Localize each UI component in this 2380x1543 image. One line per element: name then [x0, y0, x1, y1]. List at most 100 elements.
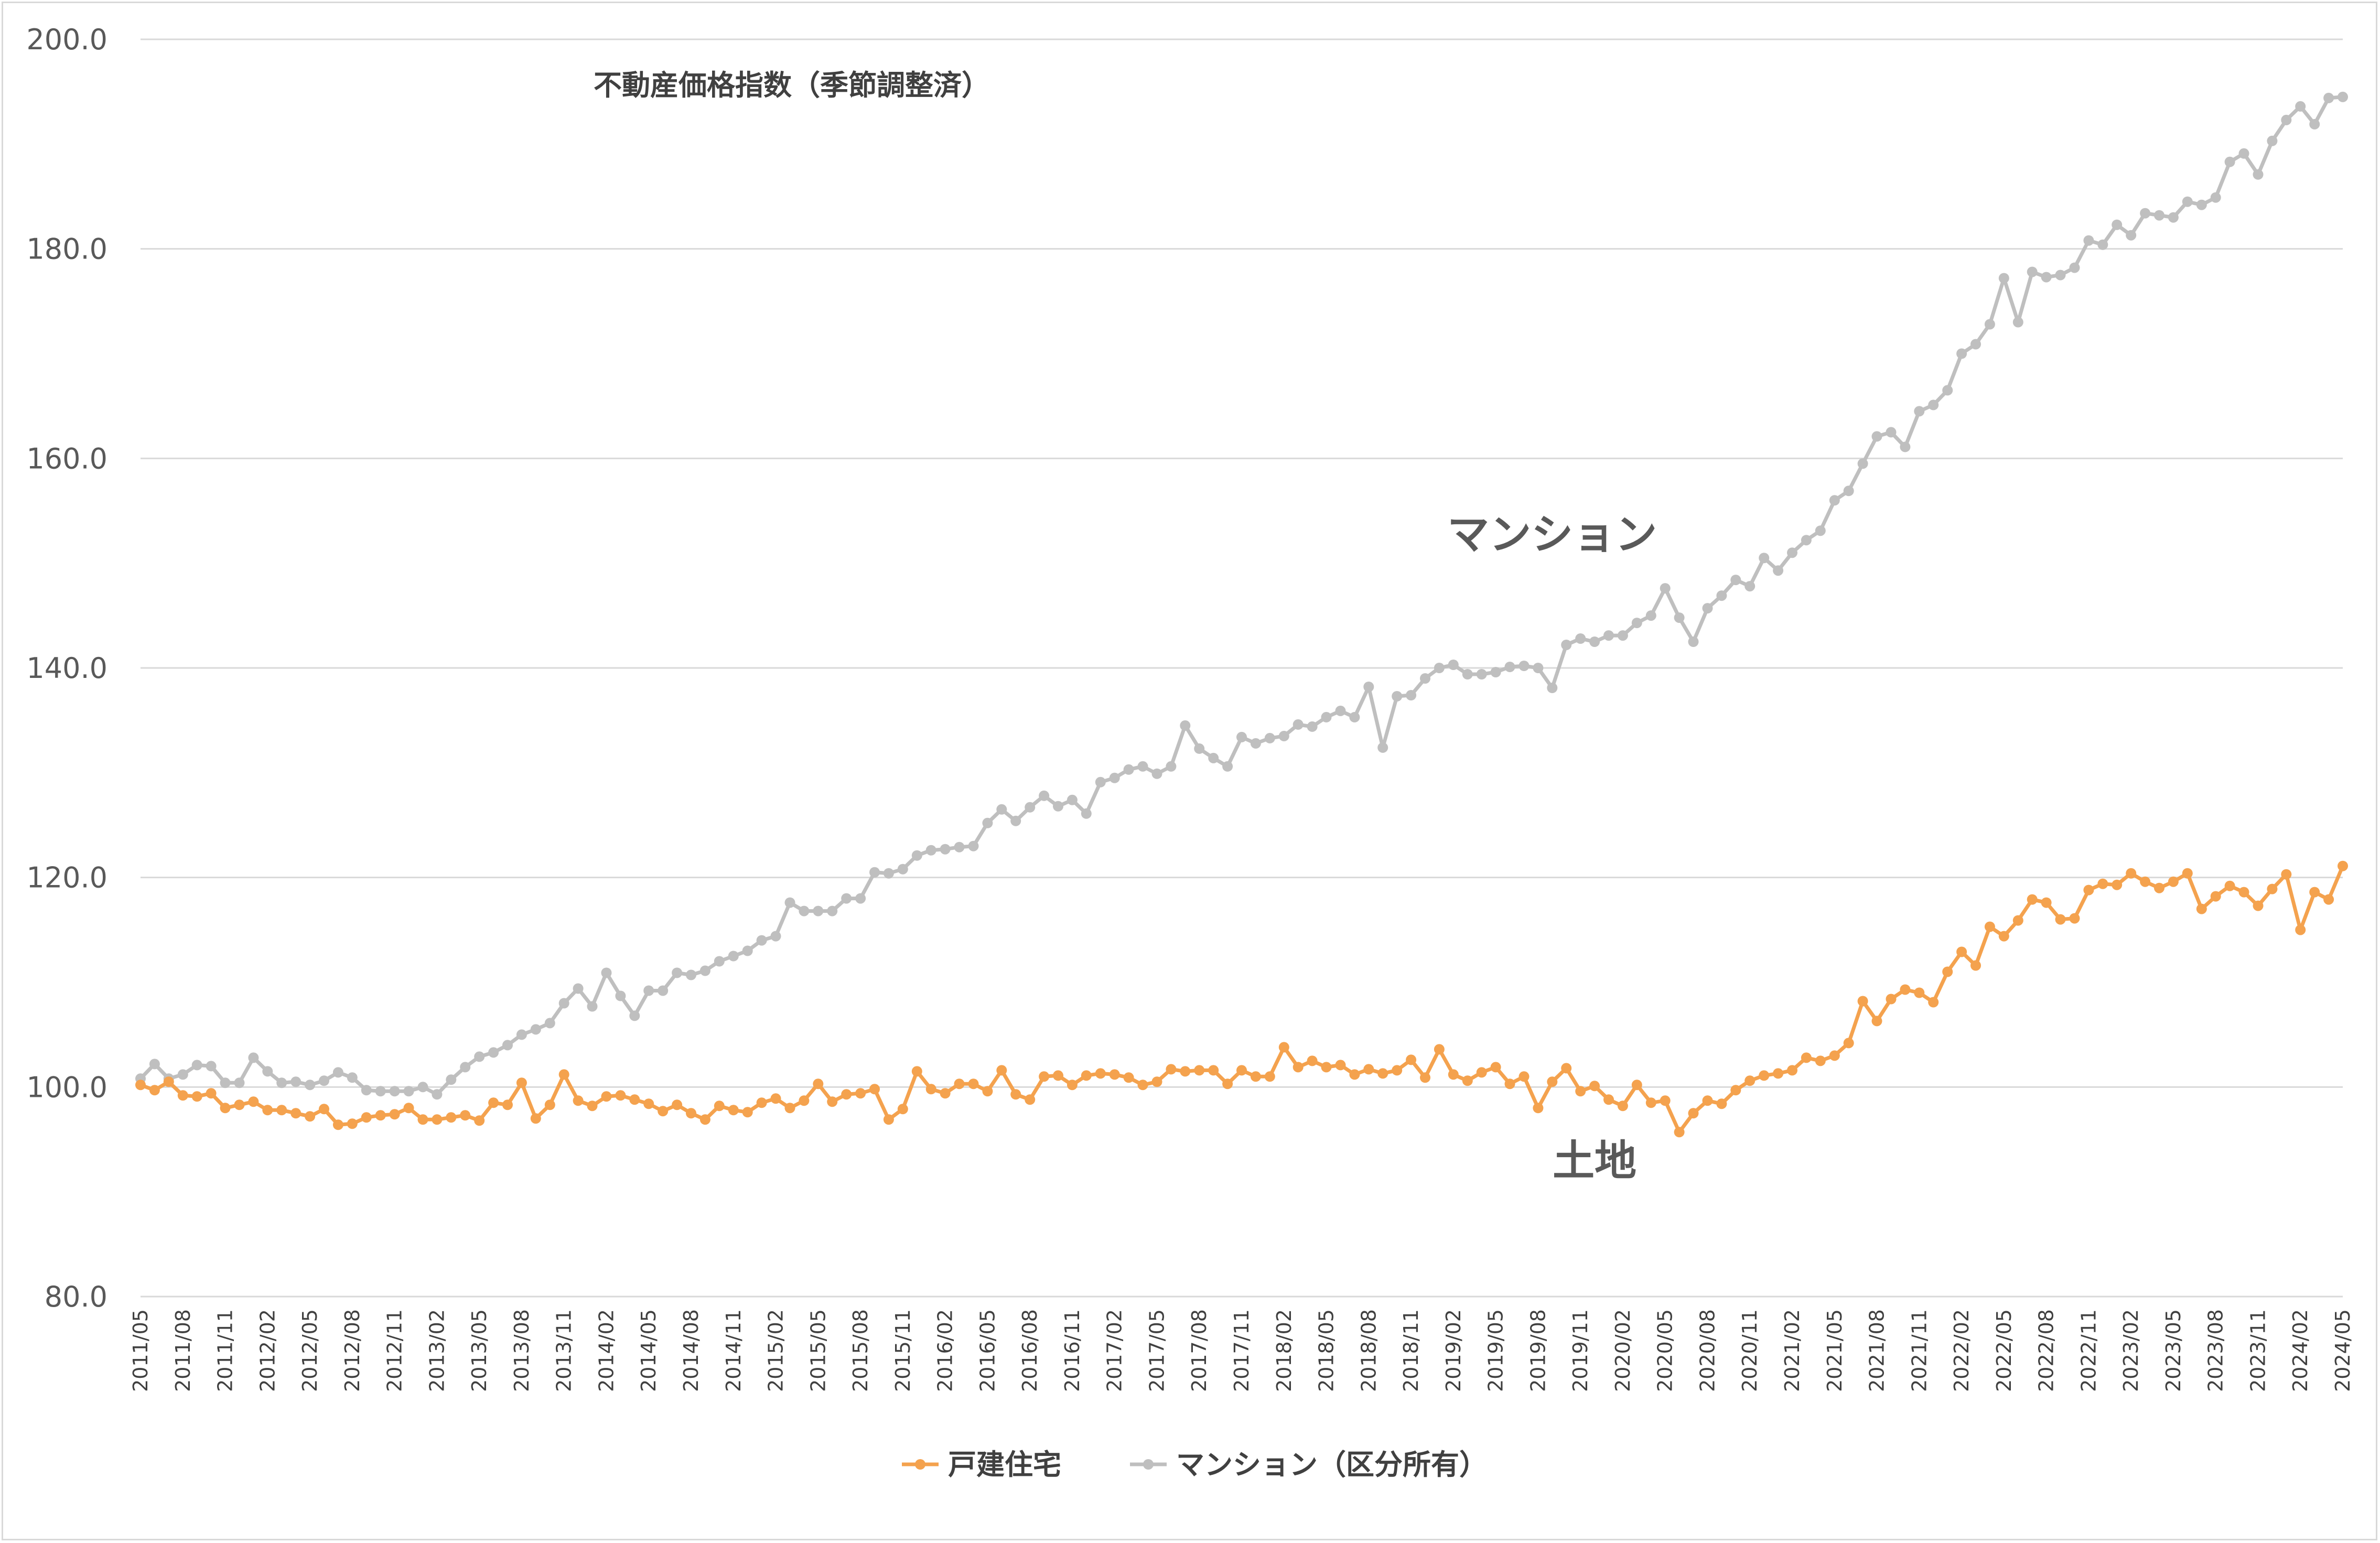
x-tick-label: 2019/08 [1526, 1309, 1549, 1392]
data-point [2154, 882, 2164, 893]
x-tick-label: 2019/02 [1442, 1309, 1465, 1392]
data-point [1462, 669, 1473, 679]
data-point [375, 1086, 386, 1097]
data-point [460, 1062, 471, 1073]
data-point [742, 945, 753, 956]
data-point [714, 1100, 725, 1112]
data-point [925, 1084, 936, 1095]
series-lines [135, 91, 2348, 1138]
x-tick-label: 2011/05 [129, 1309, 152, 1392]
data-point [1871, 1016, 1882, 1027]
data-point [1970, 339, 1981, 350]
data-point [799, 905, 810, 916]
data-point [1886, 427, 1897, 438]
data-point [2027, 894, 2038, 905]
data-point [756, 935, 767, 946]
data-point [276, 1105, 287, 1116]
data-point [1490, 1062, 1501, 1073]
data-point [982, 1086, 993, 1097]
data-point [262, 1066, 273, 1077]
x-tick-label: 2021/08 [1866, 1309, 1889, 1392]
data-point [784, 897, 795, 908]
data-point [1631, 1080, 1642, 1091]
data-point [784, 1103, 795, 1114]
data-point [1137, 1080, 1148, 1091]
data-point [1674, 1127, 1685, 1138]
data-point [2126, 230, 2137, 241]
data-point [530, 1024, 541, 1035]
x-tick-label: 2019/11 [1569, 1309, 1592, 1392]
data-point [2338, 860, 2348, 871]
data-point [2323, 92, 2334, 103]
data-point [2224, 156, 2235, 167]
data-point [699, 1114, 710, 1125]
data-point [601, 1091, 612, 1102]
data-point [573, 1095, 584, 1106]
data-point [1702, 1095, 1713, 1106]
data-point [1730, 575, 1741, 586]
data-point [460, 1110, 471, 1121]
data-point [1589, 636, 1600, 647]
x-tick-label: 2014/05 [637, 1309, 660, 1392]
data-point [2210, 891, 2221, 902]
data-point [2182, 196, 2193, 207]
x-tick-label: 2017/11 [1230, 1309, 1253, 1392]
data-point [1392, 1065, 1403, 1076]
data-point [1420, 673, 1430, 684]
data-point [2097, 878, 2108, 889]
data-point [1533, 663, 1544, 673]
y-tick-label: 180.0 [26, 233, 107, 266]
x-tick-label: 2016/11 [1061, 1309, 1084, 1392]
data-point [1095, 776, 1106, 787]
data-point [1730, 1085, 1741, 1096]
x-tick-label: 2012/05 [298, 1309, 321, 1392]
data-point [1716, 1098, 1727, 1109]
data-point [1434, 663, 1445, 673]
legend-item: マンション（区分所有） [1130, 1448, 1488, 1481]
x-tick-label: 2016/05 [976, 1309, 999, 1392]
data-point [2168, 876, 2179, 887]
data-point [1970, 960, 1981, 971]
data-point [2140, 876, 2151, 887]
data-point [2267, 135, 2278, 146]
data-point [813, 1078, 824, 1089]
data-point [2238, 148, 2249, 159]
data-point [954, 841, 965, 853]
data-point [2069, 262, 2080, 273]
x-tick-label: 2022/05 [1993, 1309, 2016, 1392]
x-tick-label: 2013/11 [553, 1309, 576, 1392]
data-point [1519, 1071, 1530, 1082]
y-tick-label: 160.0 [26, 442, 107, 475]
data-point [940, 1088, 951, 1099]
data-point [1053, 1070, 1063, 1081]
data-point [996, 1065, 1007, 1076]
data-point [474, 1051, 485, 1062]
x-tick-label: 2012/11 [383, 1309, 406, 1392]
data-point [883, 868, 894, 879]
data-point [1942, 385, 1953, 396]
data-point [488, 1097, 499, 1108]
data-point [2238, 887, 2249, 898]
data-point [305, 1080, 316, 1091]
data-point [897, 1104, 908, 1115]
data-point [1533, 1103, 1544, 1114]
x-tick-label: 2024/02 [2289, 1309, 2312, 1392]
data-point [319, 1104, 329, 1115]
data-point [1575, 633, 1586, 644]
data-point [954, 1078, 965, 1089]
data-point [1039, 1071, 1050, 1082]
data-point [389, 1086, 400, 1097]
data-point [149, 1059, 160, 1070]
data-point [1603, 630, 1614, 641]
data-point [1490, 667, 1501, 677]
data-point [1773, 1068, 1784, 1079]
x-tick-label: 2020/05 [1654, 1309, 1677, 1392]
data-point [2309, 887, 2320, 898]
x-tick-label: 2018/05 [1315, 1309, 1338, 1392]
data-point [1787, 547, 1797, 558]
data-point [1998, 931, 2009, 942]
data-point [629, 1010, 640, 1021]
data-point [135, 1080, 146, 1091]
data-point [417, 1114, 428, 1125]
data-point [996, 804, 1007, 815]
